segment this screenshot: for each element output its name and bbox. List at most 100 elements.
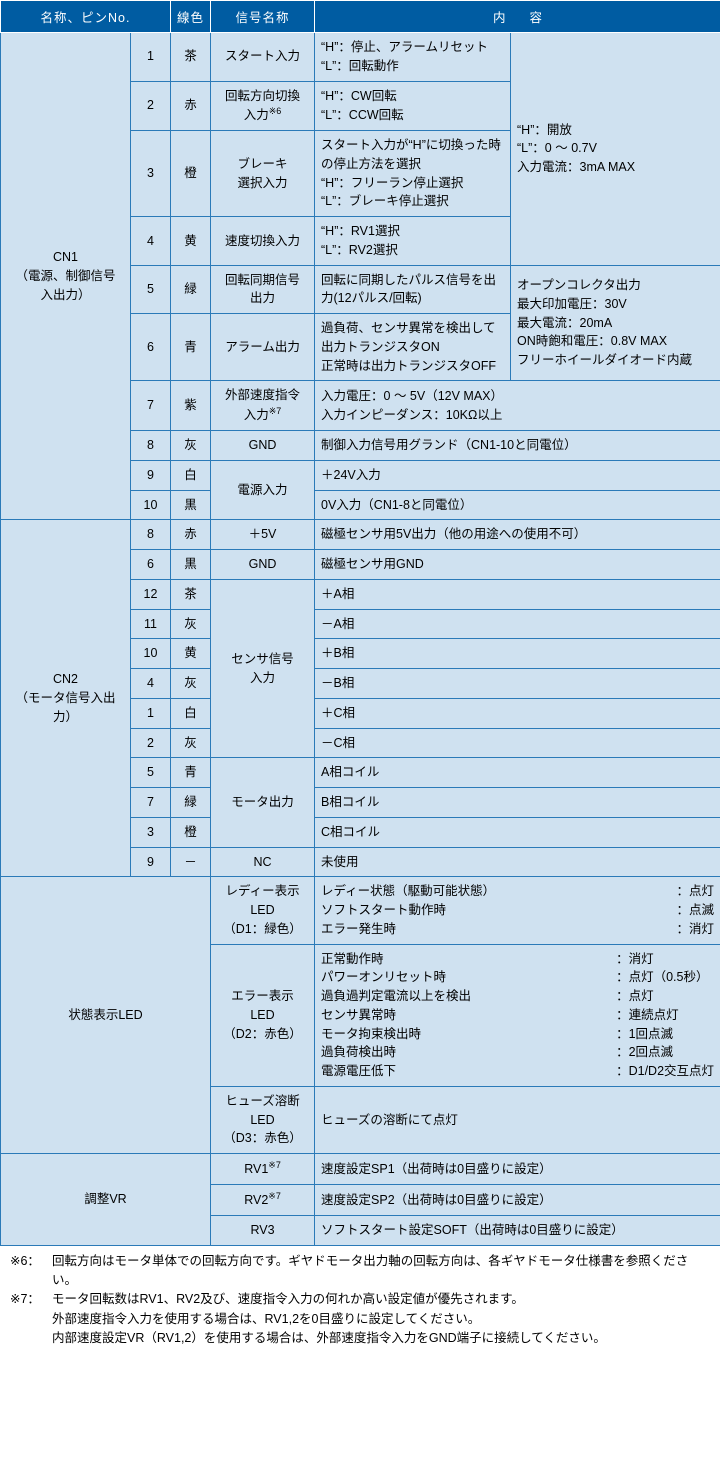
content-cell: ＋C相 bbox=[315, 698, 720, 728]
content-cell: ＋24V入力 bbox=[315, 460, 720, 490]
led-status: ：消灯 bbox=[677, 920, 715, 939]
wire-color: 白 bbox=[171, 460, 211, 490]
pin-no: 7 bbox=[131, 788, 171, 818]
led-status: ：連続点灯 bbox=[616, 1006, 714, 1025]
wire-color: 黒 bbox=[171, 550, 211, 580]
content-cell: 入力電圧：0 ～ 5V（12V MAX）入力インピーダンス：10KΩ以上 bbox=[315, 381, 720, 431]
led-status: ：点灯 bbox=[677, 882, 715, 901]
pin-no: 9 bbox=[131, 847, 171, 877]
pin-no: 3 bbox=[131, 131, 171, 217]
content-cell: 過負荷、センサ異常を検出して出力トランジスタON正常時は出力トランジスタOFF bbox=[315, 314, 511, 381]
led-state: 電源電圧低下 bbox=[321, 1062, 612, 1081]
wire-color: 橙 bbox=[171, 817, 211, 847]
footnote-body: 回転方向はモータ単体での回転方向です。ギヤドモータ出力軸の回転方向は、各ギヤドモ… bbox=[52, 1252, 710, 1291]
led-state: 過負荷検出時 bbox=[321, 1043, 612, 1062]
led-state: 過負過判定電流以上を検出 bbox=[321, 987, 612, 1006]
wire-color: 茶 bbox=[171, 33, 211, 82]
led-status: ：点滅 bbox=[677, 901, 715, 920]
content-cell: ＋A相 bbox=[315, 579, 720, 609]
wire-color: 黒 bbox=[171, 490, 211, 520]
content-cell: 正常動作時：消灯パワーオンリセット時：点灯（0.5秒）過負過判定電流以上を検出：… bbox=[315, 944, 720, 1086]
pin-no: 11 bbox=[131, 609, 171, 639]
led-state: 正常動作時 bbox=[321, 950, 612, 969]
footnote-label: ※6： bbox=[10, 1252, 52, 1291]
wire-color: 緑 bbox=[171, 788, 211, 818]
pin-no: 12 bbox=[131, 579, 171, 609]
pin-no: 1 bbox=[131, 698, 171, 728]
wire-color: 緑 bbox=[171, 265, 211, 314]
signal-name: モータ出力 bbox=[211, 758, 315, 847]
cn1-label: CN1（電源、制御信号入出力） bbox=[1, 33, 131, 520]
wire-color: 灰 bbox=[171, 669, 211, 699]
cn2-label: CN2（モータ信号入出力） bbox=[1, 520, 131, 877]
pin-no: 2 bbox=[131, 81, 171, 131]
led-row: 状態表示LEDレディー表示LED（D1：緑色）レディー状態（駆動可能状態）：点灯… bbox=[1, 877, 720, 944]
pin-no: 9 bbox=[131, 460, 171, 490]
th-name-pin: 名称、ピンNo. bbox=[1, 1, 171, 33]
content-cell: A相コイル bbox=[315, 758, 720, 788]
wire-color: 白 bbox=[171, 698, 211, 728]
wire-color: 紫 bbox=[171, 381, 211, 431]
signal-name: 回転方向切換入力※6 bbox=[211, 81, 315, 131]
wire-color: 灰 bbox=[171, 609, 211, 639]
signal-name: センサ信号入力 bbox=[211, 579, 315, 758]
led-status: ：消灯 bbox=[616, 950, 714, 969]
led-state: モータ拘束検出時 bbox=[321, 1025, 612, 1044]
pin-no: 6 bbox=[131, 550, 171, 580]
wire-color: 橙 bbox=[171, 131, 211, 217]
wire-color: 黄 bbox=[171, 217, 211, 266]
content-cell: スタート入力が“H”に切換った時の停止方法を選択“H”：フリーラン停止選択“L”… bbox=[315, 131, 511, 217]
wire-color: 灰 bbox=[171, 728, 211, 758]
cn1-row: CN1（電源、制御信号入出力）1茶スタート入力“H”：停止、アラームリセット“L… bbox=[1, 33, 720, 82]
led-state: レディー状態（駆動可能状態） bbox=[321, 882, 673, 901]
led-status: ：2回点滅 bbox=[616, 1043, 714, 1062]
vr-row: 調整VRRV1※7速度設定SP1（出荷時は0目盛りに設定） bbox=[1, 1154, 720, 1185]
content-cell: 磁極センサ用GND bbox=[315, 550, 720, 580]
led-status: ：1回点滅 bbox=[616, 1025, 714, 1044]
pin-no: 4 bbox=[131, 669, 171, 699]
footnote-body: モータ回転数はRV1、RV2及び、速度指令入力の何れか高い設定値が優先されます。… bbox=[52, 1290, 710, 1348]
led-status: ：点灯 bbox=[616, 987, 714, 1006]
signal-name: NC bbox=[211, 847, 315, 877]
cn1-shared-spec: “H”：開放“L”：0 ～ 0.7V入力電流：3mA MAX bbox=[511, 33, 720, 266]
content-cell: ソフトスタート設定SOFT（出荷時は0目盛りに設定） bbox=[315, 1215, 720, 1245]
led-state: エラー発生時 bbox=[321, 920, 673, 939]
pin-no: 5 bbox=[131, 758, 171, 788]
content-cell: 制御入力信号用グランド（CN1-10と同電位） bbox=[315, 431, 720, 461]
wire-color: 青 bbox=[171, 758, 211, 788]
led-state: センサ異常時 bbox=[321, 1006, 612, 1025]
signal-name: GND bbox=[211, 431, 315, 461]
wire-color: 青 bbox=[171, 314, 211, 381]
cn1-shared-spec: オープンコレクタ出力最大印加電圧：30V最大電流：20mAON時飽和電圧：0.8… bbox=[511, 265, 720, 381]
th-wire-color: 線色 bbox=[171, 1, 211, 33]
signal-name: RV3 bbox=[211, 1215, 315, 1245]
wire-color: 黄 bbox=[171, 639, 211, 669]
pin-no: 6 bbox=[131, 314, 171, 381]
signal-name: アラーム出力 bbox=[211, 314, 315, 381]
signal-name: ブレーキ選択入力 bbox=[211, 131, 315, 217]
footnotes: ※6：回転方向はモータ単体での回転方向です。ギヤドモータ出力軸の回転方向は、各ギ… bbox=[0, 1246, 720, 1359]
content-cell: C相コイル bbox=[315, 817, 720, 847]
footnote-row: ※7：モータ回転数はRV1、RV2及び、速度指令入力の何れか高い設定値が優先され… bbox=[10, 1290, 710, 1348]
pin-no: 1 bbox=[131, 33, 171, 82]
content-cell: 未使用 bbox=[315, 847, 720, 877]
th-content: 内容 bbox=[315, 1, 720, 33]
pin-no: 5 bbox=[131, 265, 171, 314]
content-cell: レディー状態（駆動可能状態）：点灯ソフトスタート動作時：点滅エラー発生時：消灯 bbox=[315, 877, 720, 944]
cn2-row: CN2（モータ信号入出力）8赤＋5V磁極センサ用5V出力（他の用途への使用不可） bbox=[1, 520, 720, 550]
signal-name: 電源入力 bbox=[211, 460, 315, 520]
content-cell: “H”：RV1選択“L”：RV2選択 bbox=[315, 217, 511, 266]
content-cell: ＋B相 bbox=[315, 639, 720, 669]
content-cell: －C相 bbox=[315, 728, 720, 758]
signal-name: レディー表示LED（D1：緑色） bbox=[211, 877, 315, 944]
content-cell: －B相 bbox=[315, 669, 720, 699]
content-cell: 速度設定SP2（出荷時は0目盛りに設定） bbox=[315, 1184, 720, 1215]
footnote-label: ※7： bbox=[10, 1290, 52, 1348]
content-cell: “H”：停止、アラームリセット“L”：回転動作 bbox=[315, 33, 511, 82]
footnote-row: ※6：回転方向はモータ単体での回転方向です。ギヤドモータ出力軸の回転方向は、各ギ… bbox=[10, 1252, 710, 1291]
content-cell: 回転に同期したパルス信号を出力(12パルス/回転) bbox=[315, 265, 511, 314]
th-signal-name: 信号名称 bbox=[211, 1, 315, 33]
signal-name: 回転同期信号出力 bbox=[211, 265, 315, 314]
signal-name: スタート入力 bbox=[211, 33, 315, 82]
wire-color: 赤 bbox=[171, 520, 211, 550]
